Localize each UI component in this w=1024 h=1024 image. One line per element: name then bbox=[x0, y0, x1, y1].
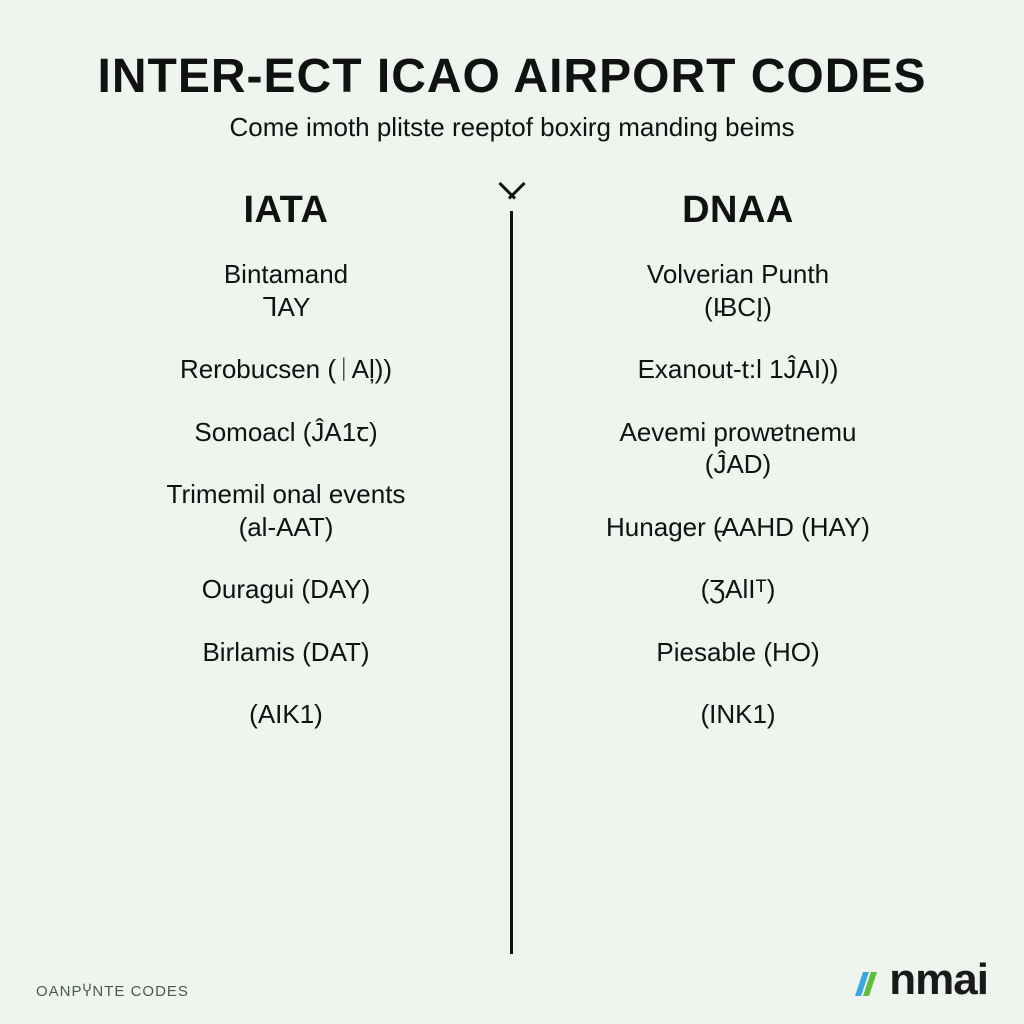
list-item: Rerobucsen (ᛁAļ)) bbox=[180, 353, 392, 386]
list-item: Aevemi prowɐtnemu (ĴAD) bbox=[620, 416, 857, 481]
footnote-text: OANPჄNTE CODES bbox=[36, 982, 189, 1000]
item-line1: Volverian Punth bbox=[647, 259, 829, 289]
item-line2: ᒣAY bbox=[224, 291, 348, 324]
item-line1: Ouragui (DAY) bbox=[202, 574, 371, 604]
list-item: Hunager (̵AAHD (HAY) bbox=[606, 511, 870, 544]
header: INTER-ECT ICAO AIRPORT CODES Come imoth … bbox=[60, 52, 964, 143]
column-left-items: Bintamand ᒣAY Rerobucsen (ᛁAļ)) Somoacl … bbox=[60, 258, 512, 731]
item-line1: Aevemi prowɐtnemu bbox=[620, 417, 857, 447]
item-line1: Rerobucsen (ᛁAļ)) bbox=[180, 354, 392, 384]
page-title: INTER-ECT ICAO AIRPORT CODES bbox=[60, 52, 964, 102]
item-line1: Piesable (HO) bbox=[656, 637, 819, 667]
page-subtitle: Come imoth plitste reeptof boxirg mandin… bbox=[60, 112, 964, 143]
columns: IATA Bintamand ᒣAY Rerobucsen (ᛁAļ)) Som… bbox=[60, 185, 964, 984]
list-item: Piesable (HO) bbox=[656, 636, 819, 669]
column-left-heading: IATA bbox=[243, 189, 328, 232]
column-right-items: Volverian Punth (I̵BCĮ) Exanout-t:l 1ĴAI… bbox=[512, 258, 964, 731]
item-line1: Bintamand bbox=[224, 259, 348, 289]
item-line1: Somoacl (ĴA1ꞇ) bbox=[194, 417, 377, 447]
item-line1: Birlamis (DAT) bbox=[202, 637, 369, 667]
list-item: Trimemil onal events (al-AAT) bbox=[167, 478, 406, 543]
list-item: Ouragui (DAY) bbox=[202, 573, 371, 606]
column-right: DNAA Volverian Punth (I̵BCĮ) Exanout-t:l… bbox=[512, 185, 964, 984]
list-item: (INK1) bbox=[700, 698, 775, 731]
list-item: Volverian Punth (I̵BCĮ) bbox=[647, 258, 829, 323]
item-line1: Exanout-t:l 1ĴAI)) bbox=[638, 354, 839, 384]
list-item: (ƷAlIᵀ) bbox=[701, 573, 776, 606]
item-line1: (ƷAlIᵀ) bbox=[701, 574, 776, 604]
item-line1: (INK1) bbox=[700, 699, 775, 729]
item-line2: (ĴAD) bbox=[620, 448, 857, 481]
page: INTER-ECT ICAO AIRPORT CODES Come imoth … bbox=[0, 0, 1024, 1024]
list-item: Somoacl (ĴA1ꞇ) bbox=[194, 416, 377, 449]
item-line2: (I̵BCĮ) bbox=[647, 291, 829, 324]
columns-wrap: IATA Bintamand ᒣAY Rerobucsen (ᛁAļ)) Som… bbox=[60, 185, 964, 984]
list-item: Exanout-t:l 1ĴAI)) bbox=[638, 353, 839, 386]
column-left: IATA Bintamand ᒣAY Rerobucsen (ᛁAļ)) Som… bbox=[60, 185, 512, 984]
item-line1: (AIK1) bbox=[249, 699, 323, 729]
item-line1: Trimemil onal events bbox=[167, 479, 406, 509]
item-line2: (al-AAT) bbox=[167, 511, 406, 544]
list-item: (AIK1) bbox=[249, 698, 323, 731]
item-line1: Hunager (̵AAHD (HAY) bbox=[606, 512, 870, 542]
column-right-heading: DNAA bbox=[682, 189, 794, 232]
list-item: Birlamis (DAT) bbox=[202, 636, 369, 669]
list-item: Bintamand ᒣAY bbox=[224, 258, 348, 323]
